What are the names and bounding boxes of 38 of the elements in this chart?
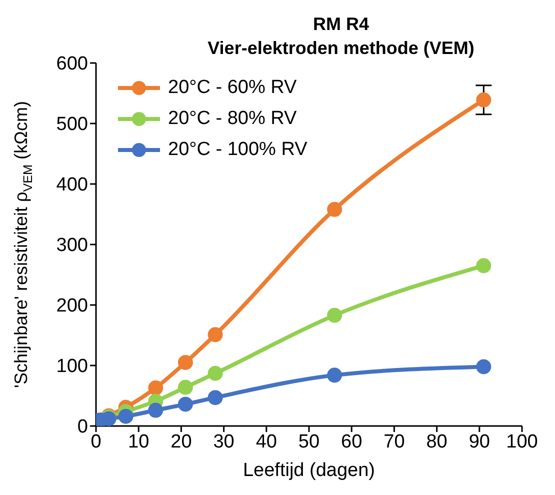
x-tick-label: 90 (468, 431, 490, 452)
point (178, 354, 193, 370)
point (327, 368, 342, 383)
y-tick-label: 200 (56, 296, 88, 317)
point (208, 327, 223, 342)
point (476, 359, 492, 374)
y-tick-label: 500 (56, 114, 88, 136)
point (178, 380, 193, 395)
point (148, 402, 164, 418)
y-tick-label: 400 (56, 174, 88, 196)
x-tick-label: 100 (506, 431, 538, 452)
x-tick-label: 60 (341, 431, 362, 452)
x-tick-label: 10 (128, 431, 150, 452)
y-tick-label: 0 (77, 416, 88, 438)
chart-title: RM R4 Vier-elektroden methode (VEM) (208, 14, 474, 58)
x-tick-label: 40 (256, 431, 277, 452)
point (476, 258, 492, 274)
x-tick-label: 70 (384, 431, 405, 452)
point (208, 390, 223, 406)
x-tick-label: 50 (298, 431, 320, 452)
point (327, 308, 342, 323)
point (148, 380, 164, 396)
legend-label: 20°C - 60% RV (168, 76, 297, 98)
legend-label: 20°C - 80% RV (168, 108, 297, 130)
y-tick-label: 300 (56, 235, 88, 256)
x-tick-label: 30 (213, 431, 234, 452)
point (178, 396, 193, 412)
point (118, 408, 134, 424)
point (327, 202, 342, 217)
x-axis-title: Leeftijd (dagen) (242, 460, 376, 481)
point (208, 366, 223, 381)
legend-label: 20°C - 100% RV (168, 138, 308, 160)
x-tick-label: 80 (426, 431, 448, 452)
point (476, 92, 492, 108)
y-tick-label: 100 (56, 356, 88, 378)
x-tick-label: 20 (170, 431, 192, 452)
x-tick-label: 0 (90, 431, 102, 452)
y-tick-label: 600 (56, 54, 88, 75)
